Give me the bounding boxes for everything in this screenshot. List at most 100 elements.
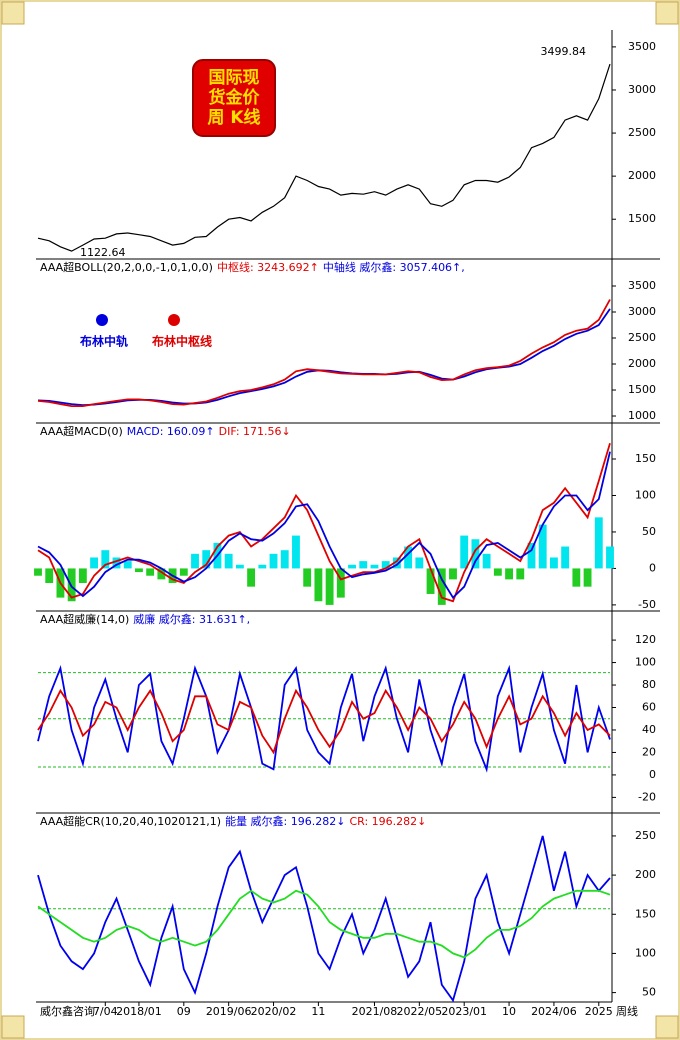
- x-tick-label: 2023/01: [441, 1005, 487, 1018]
- histogram-bar: [336, 568, 345, 598]
- series-line: [37, 299, 611, 407]
- histogram-bar: [157, 568, 166, 580]
- panel-header: AAA超能CR(10,20,40,1020121,1) 能量 威尔鑫: 196.2…: [40, 814, 426, 828]
- x-axis-label: 周线: [616, 1004, 638, 1018]
- y-tick-label: 40: [642, 723, 656, 736]
- histogram-bar: [224, 553, 233, 569]
- header-item: AAA超威廉(14,0): [40, 612, 129, 626]
- x-tick-label: 2019/06: [206, 1005, 252, 1018]
- histogram-bar: [348, 564, 356, 569]
- x-tick-label: 2022/05: [396, 1005, 442, 1018]
- y-tick-label: 120: [635, 633, 656, 646]
- y-tick-label: 0: [649, 561, 656, 574]
- histogram-bar: [78, 568, 87, 584]
- histogram-bar: [258, 564, 267, 569]
- histogram-bar: [280, 550, 289, 569]
- annotation: 3499.84: [541, 45, 587, 58]
- panel-header: AAA超MACD(0) MACD: 160.09↑ DIF: 171.56↓: [40, 424, 291, 438]
- y-tick-label: 2000: [628, 357, 656, 370]
- y-tick-label: 100: [635, 946, 656, 959]
- histogram-bar: [583, 568, 592, 587]
- badge-text: 国际现: [209, 68, 260, 88]
- histogram-bar: [606, 546, 614, 569]
- x-tick-label: 10: [502, 1005, 516, 1018]
- panel-header: AAA超BOLL(20,2,0,0,-1,0,1,0,0) 中枢线: 3243.6…: [40, 260, 465, 274]
- series-line: [37, 63, 611, 252]
- corner-ornament: [655, 1, 679, 25]
- y-tick-label: 50: [642, 525, 656, 538]
- y-tick-label: 0: [649, 768, 656, 781]
- y-tick-label: 3500: [628, 279, 656, 292]
- histogram-bar: [34, 568, 42, 576]
- histogram-bar: [191, 553, 199, 569]
- histogram-bar: [426, 568, 435, 594]
- histogram-bar: [370, 564, 379, 569]
- header-item: 能量 威尔鑫: 196.282↓: [225, 814, 345, 828]
- histogram-bar: [325, 568, 334, 605]
- histogram-bar: [135, 568, 143, 573]
- histogram-bar: [572, 568, 581, 587]
- y-tick-label: 1000: [628, 409, 656, 422]
- histogram-bar: [437, 568, 446, 605]
- y-tick-label: 3000: [628, 305, 656, 318]
- histogram-bar: [235, 564, 244, 569]
- x-tick-label: 2020/02: [251, 1005, 297, 1018]
- header-item: 中枢线: 3243.692↑: [217, 260, 319, 274]
- header-item: DIF: 171.56↓: [219, 425, 291, 438]
- histogram-bar: [493, 568, 502, 576]
- y-tick-label: 3000: [628, 83, 656, 96]
- corner-ornament: [1, 1015, 25, 1039]
- histogram-bar: [471, 539, 480, 569]
- x-tick-label: 2018/01: [116, 1005, 162, 1018]
- histogram-bar: [460, 535, 469, 569]
- histogram-bar: [112, 557, 121, 569]
- histogram-bar: [292, 535, 300, 569]
- histogram-bar: [538, 524, 547, 569]
- y-tick-label: 2000: [628, 169, 656, 182]
- histogram-bar: [359, 561, 368, 569]
- histogram-bar: [392, 557, 401, 569]
- header-item: MACD: 160.09↑: [127, 425, 215, 438]
- panel-header: AAA超威廉(14,0) 威廉 威尔鑫: 31.631↑,: [40, 612, 250, 626]
- y-tick-label: 60: [642, 701, 656, 714]
- x-tick-label: 2021/08: [352, 1005, 398, 1018]
- header-item: 中轴线 威尔鑫: 3057.406↑,: [323, 260, 465, 274]
- x-tick-label: 11: [311, 1005, 325, 1018]
- histogram-bar: [101, 550, 110, 569]
- annotation: 1122.64: [80, 246, 126, 259]
- histogram-bar: [90, 557, 99, 569]
- y-tick-label: 1500: [628, 383, 656, 396]
- legend-marker: [96, 314, 108, 326]
- header-item: 威廉 威尔鑫: 31.631↑,: [133, 612, 250, 626]
- histogram-bar: [123, 561, 132, 569]
- badge: [192, 59, 276, 137]
- legend-marker: [168, 314, 180, 326]
- histogram-bar: [527, 542, 536, 569]
- x-tick-label: 09: [177, 1005, 191, 1018]
- y-tick-label: 150: [635, 452, 656, 465]
- y-tick-label: 100: [635, 488, 656, 501]
- y-tick-label: 100: [635, 656, 656, 669]
- corner-ornament: [1, 1, 25, 25]
- y-tick-label: 1500: [628, 212, 656, 225]
- header-item: AAA超BOLL(20,2,0,0,-1,0,1,0,0): [40, 260, 213, 274]
- legend-label: 布林中轨: [80, 334, 128, 349]
- histogram-bar: [269, 553, 278, 569]
- footer-label: 威尔鑫咨询: [40, 1004, 95, 1018]
- y-tick-label: 50: [642, 986, 656, 999]
- y-tick-label: 80: [642, 678, 656, 691]
- series-line: [37, 889, 611, 959]
- histogram-bar: [179, 568, 188, 576]
- y-tick-label: 20: [642, 745, 656, 758]
- histogram-bar: [449, 568, 457, 580]
- header-item: AAA超MACD(0): [40, 424, 123, 438]
- histogram-bar: [561, 546, 570, 569]
- badge-text: 货金价: [209, 87, 261, 108]
- series-line: [37, 451, 611, 600]
- histogram-bar: [516, 568, 525, 580]
- y-tick-label: -20: [638, 790, 656, 803]
- corner-ornament: [655, 1015, 679, 1039]
- histogram-bar: [505, 568, 513, 580]
- header-item: CR: 196.282↓: [349, 815, 426, 828]
